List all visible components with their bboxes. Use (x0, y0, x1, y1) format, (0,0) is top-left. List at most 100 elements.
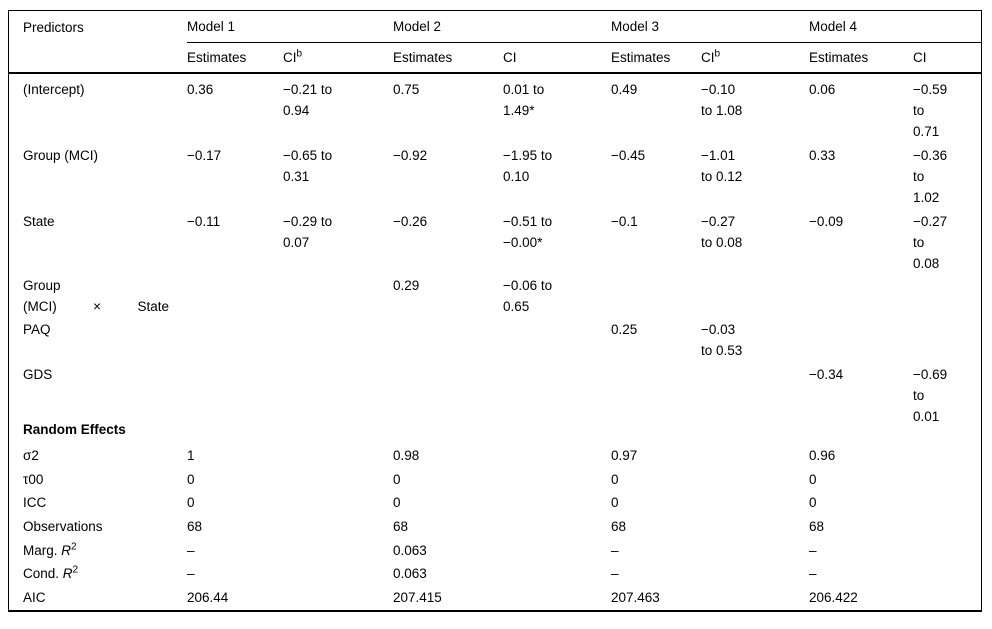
cell-m1-estimate: −0.11 (187, 214, 221, 229)
cell-m3-estimate: −0.45 (611, 148, 646, 163)
cell-m4-value: – (809, 542, 817, 558)
cell-spacer (283, 491, 393, 515)
cell-spacer (503, 562, 611, 586)
cell-m4-ci (913, 275, 981, 317)
cell-spacer (701, 586, 809, 610)
table-row-marginal-r2: Marg. R2 – 0.063 – – (9, 539, 981, 563)
cell-m2-estimate (393, 319, 503, 361)
col-header-m1-ci: CIb (283, 49, 393, 65)
cell-m3-value: 0.97 (611, 448, 638, 463)
cell-m3-ci: −0.10 to 1.08 (701, 82, 743, 118)
cell-m2-estimate (393, 364, 503, 427)
row-label: GDS (23, 367, 53, 382)
cell-spacer (283, 515, 393, 539)
cell-m2-value: 0.98 (393, 448, 420, 463)
cell-m3-estimate (611, 364, 701, 427)
cell-m3-estimate: 0.49 (611, 82, 638, 97)
cell-m4-value: 206.422 (809, 590, 858, 606)
cell-m3-ci: −0.03 to 0.53 (701, 322, 743, 358)
ci-label: CI (701, 50, 715, 65)
cell-m4-ci (913, 319, 981, 361)
cell-m1-ci: −0.21 to 0.94 (283, 82, 333, 118)
cell-m2-ci (503, 319, 611, 361)
cell-m3-value: – (611, 566, 619, 582)
cell-m4-estimate: −0.09 (809, 214, 844, 229)
cell-spacer (913, 491, 981, 515)
cell-m1-ci: −0.65 to 0.31 (283, 148, 333, 184)
table-row-sigma2: σ2 1 0.98 0.97 0.96 (9, 444, 981, 468)
cell-m1-value: 0 (187, 495, 195, 511)
table-row-tau00: τ00 0 0 0 0 (9, 468, 981, 492)
ci-label: CI (503, 50, 517, 65)
cell-m4-ci: −0.59 to 0.71 (913, 82, 948, 139)
table-header-models-row: Predictors Model 1 Model 2 Model 3 Model… (9, 11, 981, 43)
cell-spacer (701, 539, 809, 563)
cell-m4-value: 0 (809, 471, 817, 487)
cell-m2-ci: 0.01 to 1.49* (503, 82, 545, 118)
cell-spacer (701, 515, 809, 539)
cell-m1-estimate (187, 275, 283, 317)
ci-footnote-marker: b (714, 48, 721, 60)
cell-spacer (283, 539, 393, 563)
cell-spacer (283, 562, 393, 586)
cell-m1-ci: −0.29 to 0.07 (283, 214, 333, 250)
col-header-m2-ci: CI (503, 50, 611, 65)
col-header-m4-ci: CI (913, 50, 981, 65)
cell-m1-value: 206.44 (187, 590, 229, 606)
cell-m3-estimate: −0.1 (611, 214, 638, 229)
table-subheader-row: Estimates CIb Estimates CI Estimates CIb… (9, 43, 981, 74)
cell-m3-ci (701, 364, 809, 427)
table-row-icc: ICC 0 0 0 0 (9, 491, 981, 515)
row-label: Cond. R2 (9, 562, 187, 586)
table-row-aic: AIC 206.44 207.415 207.463 206.422 (9, 586, 981, 610)
cell-m2-value: 207.415 (393, 590, 442, 606)
table-row-intercept: (Intercept) 0.36 −0.21 to 0.94 0.75 0.01… (9, 74, 981, 140)
col-header-m4-estimates: Estimates (809, 50, 869, 65)
cell-spacer (701, 491, 809, 515)
cell-m1-value: – (187, 566, 195, 582)
row-label: τ00 (23, 471, 44, 487)
cell-spacer (283, 468, 393, 492)
cell-m2-ci (503, 364, 611, 427)
row-label-italic: R (62, 566, 73, 582)
ci-label: CI (283, 50, 297, 65)
row-label: Group (MCI) × State (9, 275, 187, 317)
cell-m4-ci: −0.36 to 1.02 (913, 148, 948, 205)
cell-spacer (913, 468, 981, 492)
cell-m1-ci (283, 319, 393, 361)
cell-spacer (503, 468, 611, 492)
cell-m3-estimate: 0.25 (611, 322, 638, 337)
row-label-line2: (MCI) × State (23, 296, 169, 317)
row-label: State (23, 214, 55, 229)
row-label-text: Cond. (23, 566, 63, 582)
cell-m1-estimate (187, 319, 283, 361)
cell-m1-value: – (187, 542, 195, 558)
row-label: Marg. R2 (9, 539, 187, 563)
cell-m3-ci: −0.27 to 0.08 (701, 214, 743, 250)
cell-spacer (283, 586, 393, 610)
cell-m4-value: 68 (809, 519, 825, 535)
col-header-model-4: Model 4 (809, 19, 858, 34)
cell-spacer (503, 586, 611, 610)
cell-m3-value: 0 (611, 471, 619, 487)
cell-m4-estimate: −0.34 (809, 367, 844, 382)
cell-m4-estimate: 0.06 (809, 82, 836, 97)
cell-m3-ci: −1.01 to 0.12 (701, 148, 743, 184)
cell-spacer (701, 444, 809, 468)
cell-m2-value: 0 (393, 495, 401, 511)
cell-m2-value: 68 (393, 519, 409, 535)
col-header-m2-estimates: Estimates (393, 50, 453, 65)
cell-m3-value: 0 (611, 495, 619, 511)
table-row-group-mci-x-state: Group (MCI) × State 0.29 −0.06 to 0.65 (9, 270, 981, 314)
cell-m1-estimate (187, 364, 283, 427)
row-label-sup: 2 (71, 541, 77, 553)
cell-m2-estimate: 0.29 (393, 278, 420, 293)
section-title: Random Effects (23, 422, 126, 437)
cell-m2-ci: −0.51 to −0.00* (503, 214, 553, 250)
row-label: Group (MCI) (23, 148, 99, 163)
cell-spacer (913, 562, 981, 586)
table-row-state: State −0.11 −0.29 to 0.07 −0.26 −0.51 to… (9, 206, 981, 271)
cell-spacer (503, 515, 611, 539)
cell-m2-value: 0.063 (393, 542, 427, 558)
cell-m4-ci: −0.69 to 0.01 (913, 367, 948, 424)
